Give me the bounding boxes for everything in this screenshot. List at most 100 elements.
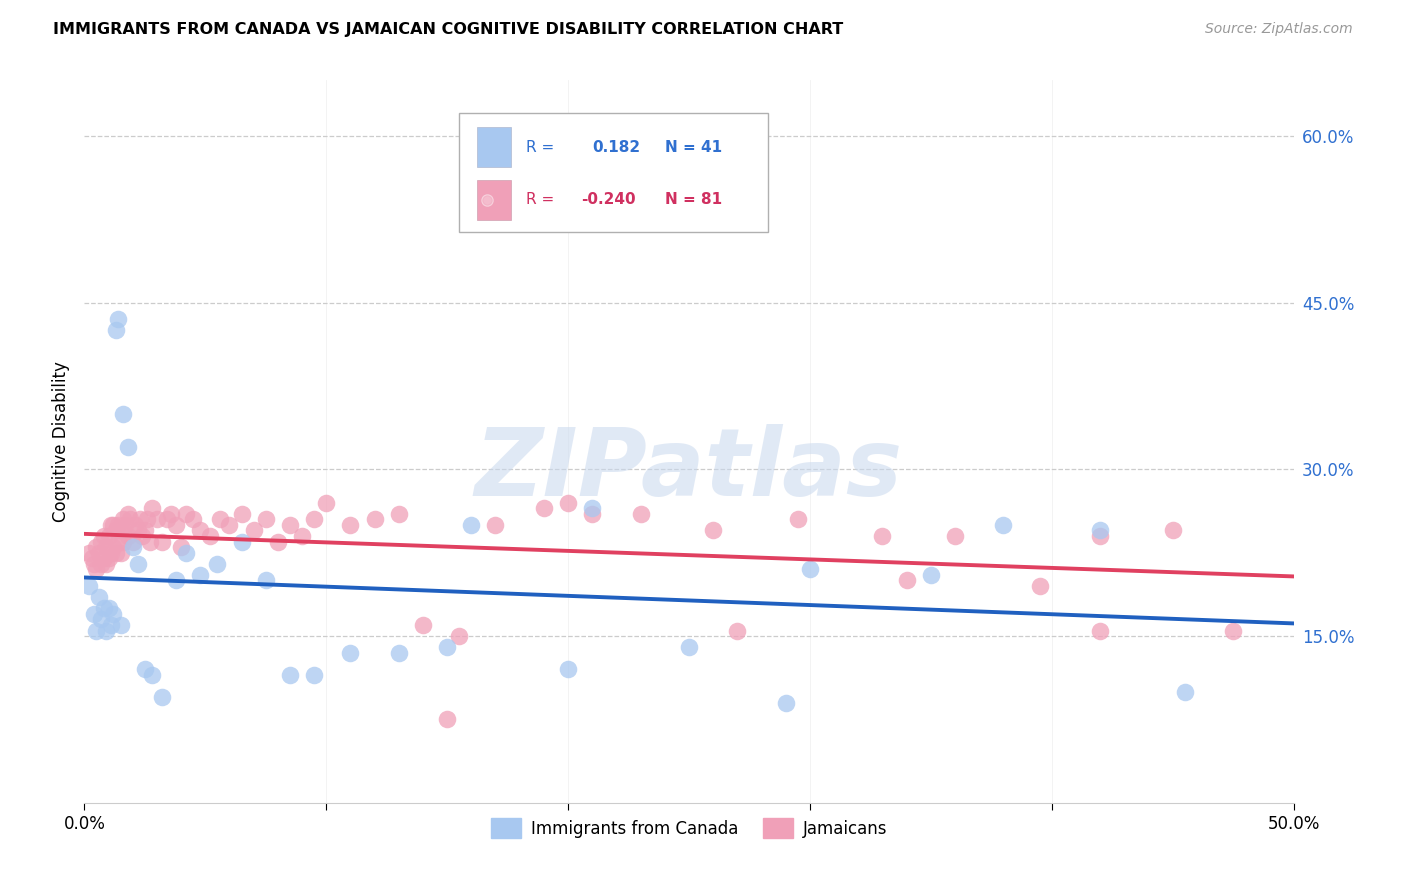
Point	[112, 534, 135, 549]
Point	[83, 557, 105, 571]
Point	[557, 662, 579, 676]
Point	[174, 507, 197, 521]
Point	[136, 512, 159, 526]
Point	[112, 512, 135, 526]
Point	[103, 540, 125, 554]
Point	[786, 512, 808, 526]
Point	[208, 512, 231, 526]
Point	[190, 568, 212, 582]
Point	[181, 512, 204, 526]
Point	[94, 557, 117, 571]
Point	[339, 517, 361, 532]
Text: -0.240: -0.240	[581, 193, 636, 207]
Point	[141, 501, 163, 516]
Point	[94, 624, 117, 638]
Point	[170, 540, 193, 554]
Point	[630, 507, 652, 521]
Point	[94, 540, 117, 554]
Point	[107, 534, 129, 549]
Point	[90, 612, 112, 626]
Point	[165, 517, 187, 532]
Point	[190, 524, 212, 538]
Point	[1222, 624, 1244, 638]
Point	[943, 529, 966, 543]
Point	[87, 590, 110, 604]
Point	[100, 618, 122, 632]
Point	[484, 517, 506, 532]
Bar	[478, 180, 512, 219]
Point	[87, 546, 110, 560]
Point	[110, 618, 132, 632]
Point	[86, 624, 108, 638]
Point	[231, 507, 253, 521]
Point	[127, 524, 149, 538]
Point	[90, 534, 112, 549]
Point	[100, 546, 122, 560]
Point	[775, 696, 797, 710]
Point	[1088, 524, 1111, 538]
Point	[165, 574, 187, 588]
Y-axis label: Cognitive Disability: Cognitive Disability	[52, 361, 70, 522]
Point	[436, 640, 458, 655]
Point	[117, 440, 139, 454]
Point	[93, 551, 115, 566]
Point	[121, 540, 143, 554]
Text: ZIPatlas: ZIPatlas	[475, 425, 903, 516]
Point	[86, 562, 108, 576]
Point	[121, 534, 143, 549]
Point	[920, 568, 942, 582]
Point	[127, 557, 149, 571]
Point	[242, 524, 264, 538]
Text: R =: R =	[526, 140, 554, 154]
Point	[134, 662, 156, 676]
Point	[112, 407, 135, 421]
Point	[150, 534, 173, 549]
Point	[104, 323, 127, 337]
Point	[315, 496, 337, 510]
Point	[1174, 684, 1197, 698]
Point	[1028, 579, 1050, 593]
Point	[103, 607, 125, 621]
Point	[339, 646, 361, 660]
Point	[117, 529, 139, 543]
Point	[141, 668, 163, 682]
Point	[363, 512, 385, 526]
Point	[557, 496, 579, 510]
Point	[1088, 529, 1111, 543]
Point	[155, 512, 177, 526]
Point	[533, 501, 555, 516]
Text: N = 81: N = 81	[665, 193, 721, 207]
Point	[460, 517, 482, 532]
Point	[134, 524, 156, 538]
Point	[86, 540, 108, 554]
Legend: Immigrants from Canada, Jamaicans: Immigrants from Canada, Jamaicans	[484, 812, 894, 845]
Point	[104, 524, 127, 538]
Point	[97, 551, 120, 566]
Point	[120, 512, 142, 526]
Point	[117, 507, 139, 521]
Point	[278, 668, 301, 682]
Point	[146, 512, 169, 526]
Point	[872, 529, 894, 543]
Point	[114, 517, 136, 532]
Point	[124, 517, 146, 532]
Point	[278, 517, 301, 532]
Point	[77, 579, 100, 593]
Point	[291, 529, 314, 543]
Point	[104, 546, 127, 560]
Point	[254, 574, 277, 588]
Point	[581, 507, 603, 521]
Point	[90, 557, 112, 571]
Point	[93, 529, 115, 543]
Point	[702, 524, 724, 538]
Point	[80, 551, 103, 566]
Point	[97, 529, 120, 543]
Point	[302, 512, 325, 526]
Point	[1088, 624, 1111, 638]
Point	[110, 524, 132, 538]
Point	[103, 517, 125, 532]
Point	[896, 574, 918, 588]
Point	[254, 512, 277, 526]
Point	[110, 546, 132, 560]
Bar	[478, 128, 512, 167]
